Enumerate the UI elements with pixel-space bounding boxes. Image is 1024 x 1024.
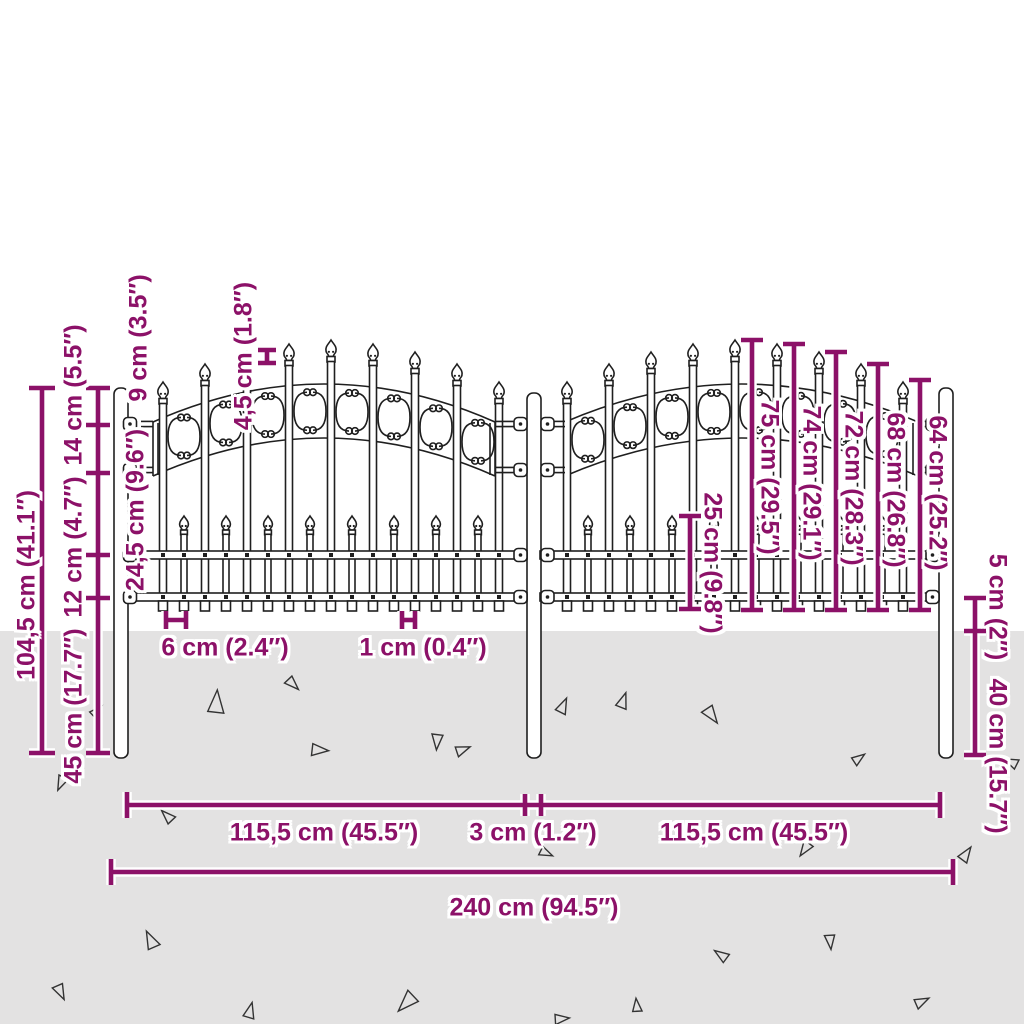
dim-picket-height-4: 68 cm (26.8″)	[881, 412, 910, 568]
dim-panel-width-left: 115,5 cm (45.5″)	[229, 818, 419, 847]
dim-rail-segment: 12 cm (4.7″)	[59, 476, 88, 618]
dim-panel-width-right: 115,5 cm (45.5″)	[659, 818, 849, 847]
dim-post-top-segment: 14 cm (5.5″)	[59, 324, 88, 466]
dim-post-underground: 40 cm (15.7″)	[983, 678, 1012, 834]
dim-picket-height-2: 74 cm (29.1″)	[797, 405, 826, 561]
dim-picket-height-3: 72 cm (28.3″)	[839, 410, 868, 566]
dim-spear-tip-gap: 4,5 cm (1.8″)	[229, 281, 258, 431]
dim-post-gap: 3 cm (1.2″)	[469, 818, 597, 847]
dim-finial-offset: 9 cm (3.5″)	[124, 274, 153, 402]
dim-underground-depth: 45 cm (17.7″)	[59, 628, 88, 784]
dim-rail-to-ground: 5 cm (2″)	[983, 553, 1012, 661]
dim-picket-thickness: 1 cm (0.4″)	[359, 633, 487, 662]
dim-picket-height-5: 64 cm (25.2″)	[923, 415, 952, 571]
dim-mid-segment: 24,5 cm (9.6″)	[121, 428, 150, 592]
dim-total-height: 104,5 cm (41.1″)	[12, 490, 41, 680]
dim-picket-spacing: 6 cm (2.4″)	[161, 633, 289, 662]
dim-picket-height-1: 75 cm (29.5″)	[755, 399, 784, 555]
dim-short-picket-height: 25 cm (9.8″)	[698, 492, 727, 634]
dim-total-width: 240 cm (94.5″)	[449, 893, 619, 922]
